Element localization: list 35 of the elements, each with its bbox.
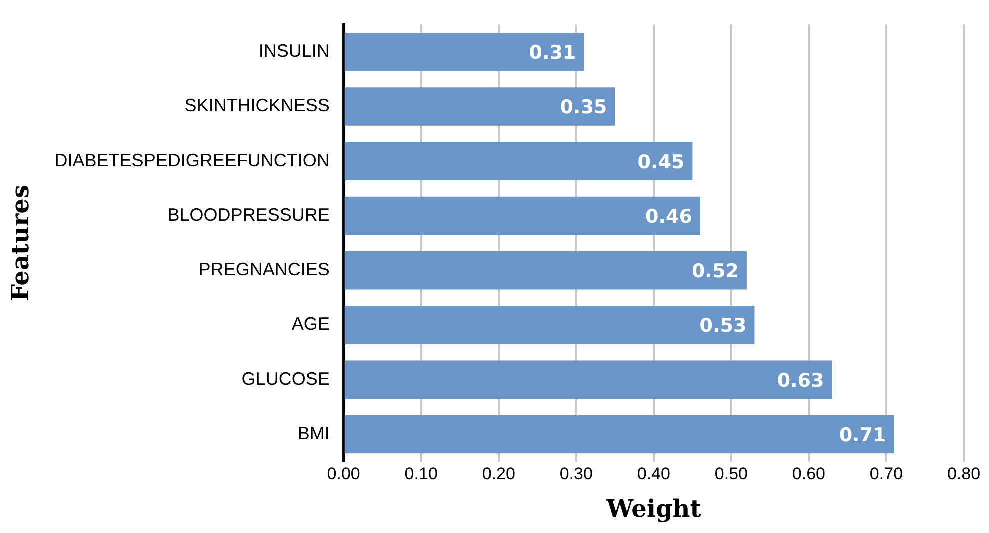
y-tick-label: PREGNANCIES (198, 260, 330, 280)
x-tick-label: 0.30 (560, 464, 593, 484)
x-tick-label: 0.60 (792, 464, 826, 484)
y-tick-label: INSULIN (258, 41, 330, 62)
y-tick-label: AGE (292, 314, 330, 334)
bar (344, 360, 832, 399)
bar (344, 88, 616, 126)
data-label: 0.53 (700, 315, 747, 338)
bar (344, 306, 755, 344)
x-tick-label: 0.50 (714, 464, 748, 484)
y-axis-title: Features (6, 185, 35, 302)
y-tick-label: DIABETESPEDIGREEFUNCTION (54, 150, 330, 170)
data-label: 0.35 (560, 96, 608, 119)
x-tick-label: 0.70 (870, 464, 904, 484)
data-label: 0.45 (638, 151, 685, 174)
data-label: 0.31 (529, 42, 576, 64)
y-tick-label: BLOODPRESSURE (168, 204, 330, 225)
data-label: 0.52 (692, 260, 739, 283)
y-tick-label: SKINTHICKNESS (184, 96, 330, 116)
x-tick-label: 0.40 (637, 464, 670, 484)
bar (344, 415, 894, 454)
bar (344, 251, 747, 290)
bar (344, 32, 584, 72)
x-axis-title: Weight (606, 494, 702, 523)
y-tick-label: GLUCOSE (242, 368, 330, 389)
x-tick-label: 0.00 (327, 464, 360, 484)
x-tick-label: 0.20 (482, 464, 516, 484)
bar (344, 142, 693, 180)
x-tick-label: 0.80 (947, 464, 981, 484)
data-label: 0.71 (839, 424, 886, 446)
data-label: 0.63 (777, 370, 824, 392)
bar (344, 196, 700, 236)
data-label: 0.46 (646, 206, 692, 228)
x-tick-label: 0.10 (404, 464, 438, 484)
y-tick-label: BMI (298, 423, 330, 444)
